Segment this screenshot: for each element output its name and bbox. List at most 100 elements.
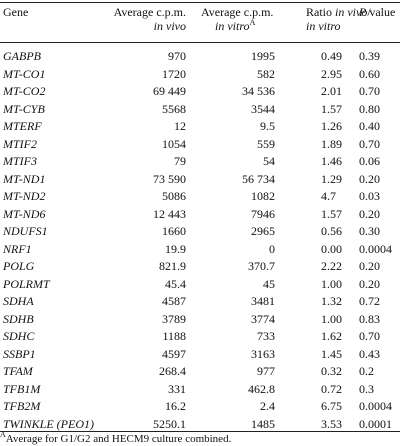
p-value: 0.3 (359, 381, 374, 396)
header-text: in vitro (306, 19, 341, 33)
gene-name: SDHC (3, 329, 35, 343)
ratio: 0.49 (321, 49, 342, 63)
ratio: 2.01 (321, 84, 342, 98)
in-vitro-cpm: 2965 (251, 224, 275, 238)
p-value: 0.70 (359, 136, 380, 151)
p-value: 0.80 (359, 101, 380, 116)
header-text: in vitro (215, 19, 250, 33)
in-vitro-cpm: 56 734 (242, 171, 275, 186)
gene-name: MT-ND2 (3, 189, 46, 203)
in-vitro-cpm: 559 (257, 136, 275, 151)
ratio: 1.32 (321, 294, 342, 308)
footnote-text: Average for G1/G2 and HECM9 culture comb… (5, 433, 232, 445)
in-vitro-cpm: 45 (263, 276, 275, 291)
ratio: 3.53 (321, 416, 342, 431)
p-value: 0.83 (359, 311, 380, 326)
in-vivo-cpm: 1188 (162, 329, 186, 343)
in-vivo-cpm: 331 (168, 381, 186, 396)
p-value: 0.40 (359, 119, 380, 133)
p-value: 0.03 (359, 189, 380, 203)
gene-name: GABPB (3, 49, 41, 63)
in-vitro-cpm: 462.8 (248, 381, 275, 396)
footnote-mark: A (249, 18, 256, 27)
footnote: AAverage for G1/G2 and HECM9 culture com… (0, 431, 232, 446)
header-vitro: Average c.p.m. in vitroA (201, 5, 273, 33)
gene-name: SDHA (3, 294, 34, 308)
gene-name: MTIF2 (3, 136, 37, 151)
gene-name: MT-CO2 (3, 84, 46, 98)
header-p: P value (359, 5, 395, 19)
in-vivo-cpm: 16.2 (165, 399, 186, 413)
p-value: 0.20 (359, 206, 380, 221)
ratio: 0.32 (321, 364, 342, 378)
in-vivo-cpm: 12 443 (153, 206, 186, 221)
gene-name: TFB2M (3, 399, 41, 413)
p-value: 0.70 (359, 84, 380, 98)
header-text: in vivo (335, 5, 368, 19)
p-value: 0.0001 (359, 416, 392, 431)
header-text: Average c.p.m. (201, 5, 274, 19)
ratio: 6.75 (321, 399, 342, 413)
header-text: / (367, 5, 371, 19)
in-vivo-cpm: 970 (168, 49, 186, 63)
p-value: 0.20 (359, 276, 380, 291)
header-gene: Gene (3, 5, 29, 19)
p-value: 0.20 (359, 171, 380, 186)
ratio: 1.00 (321, 276, 342, 291)
gene-name: MT-CO1 (3, 66, 46, 81)
p-value: 0.0004 (359, 241, 392, 256)
ratio: 1.62 (321, 329, 342, 343)
p-value: 0.70 (359, 329, 380, 343)
in-vivo-cpm: 1720 (162, 66, 186, 81)
ratio: 1.89 (321, 136, 342, 151)
p-value: 0.20 (359, 259, 380, 273)
p-value: 0.39 (359, 49, 380, 63)
ratio: 1.00 (321, 311, 342, 326)
gene-name: MTIF3 (3, 154, 37, 168)
header-ratio: Ratio in vivo/ in vitro (306, 5, 371, 33)
gene-name: POLG (3, 259, 35, 273)
p-value: 0.0004 (359, 399, 392, 413)
in-vivo-cpm: 79 (174, 154, 186, 168)
in-vitro-cpm: 977 (257, 364, 275, 378)
in-vitro-cpm: 3163 (251, 346, 275, 361)
gene-name: MTERF (3, 119, 42, 133)
in-vitro-cpm: 34 536 (242, 84, 275, 98)
gene-name: NDUFS1 (3, 224, 48, 238)
in-vitro-cpm: 2.4 (260, 399, 275, 413)
p-value: 0.30 (359, 224, 380, 238)
header-text: in vivo (153, 19, 186, 33)
ratio: 0.72 (321, 381, 342, 396)
header-text: value (366, 5, 396, 19)
ratio: 1.57 (321, 101, 342, 116)
in-vivo-cpm: 821.9 (159, 259, 186, 273)
ratio: 0.56 (321, 224, 342, 238)
in-vitro-cpm: 370.7 (248, 259, 275, 273)
header-text: Ratio (306, 5, 335, 19)
header-text: P (359, 5, 367, 19)
in-vitro-cpm: 733 (257, 329, 275, 343)
top-rule (0, 2, 400, 3)
p-value: 0.60 (359, 66, 380, 81)
in-vitro-cpm: 3544 (251, 101, 275, 116)
in-vivo-cpm: 69 449 (153, 84, 186, 98)
p-value: 0.72 (359, 294, 380, 308)
p-value: 0.2 (359, 364, 374, 378)
gene-name: NRF1 (3, 241, 32, 256)
in-vitro-cpm: 582 (257, 66, 275, 81)
ratio: 1.29 (321, 171, 342, 186)
ratio: 1.45 (321, 346, 342, 361)
ratio: 1.26 (321, 119, 342, 133)
gene-name: TFAM (3, 364, 33, 378)
in-vitro-cpm: 9.5 (260, 119, 275, 133)
gene-name: TWINKLE (PEO1) (3, 416, 94, 431)
in-vitro-cpm: 54 (263, 154, 275, 168)
ratio: 2.95 (321, 66, 342, 81)
in-vivo-cpm: 45.4 (165, 276, 186, 291)
in-vivo-cpm: 268.4 (159, 364, 186, 378)
in-vitro-cpm: 1082 (251, 189, 275, 203)
in-vivo-cpm: 3789 (162, 311, 186, 326)
in-vitro-cpm: 3481 (251, 294, 275, 308)
gene-name: SDHB (3, 311, 34, 326)
